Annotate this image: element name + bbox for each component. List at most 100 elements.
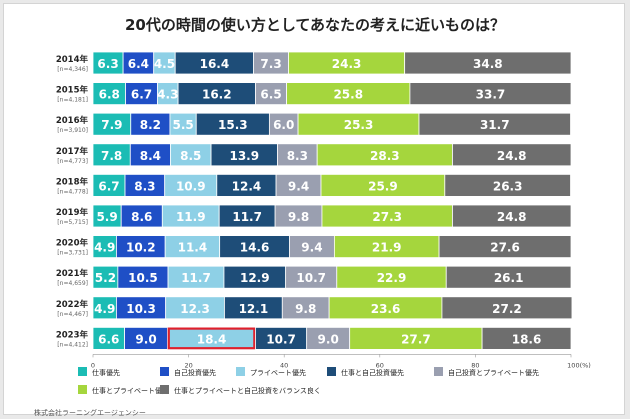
legend-label: 仕事とプライベート優先: [92, 386, 169, 395]
legend-label: プライベート優先: [250, 368, 306, 377]
data-label: 7.9: [101, 118, 122, 132]
data-label: 27.6: [490, 241, 520, 255]
x-tick-label: 60: [376, 361, 384, 369]
legend-label: 仕事とプライベートと自己投資をバランス良く: [174, 386, 321, 395]
bar-segment: [441, 296, 573, 320]
data-label: 10.3: [126, 302, 156, 316]
sample-size-label: [n=4,412]: [57, 341, 88, 348]
data-label: 15.3: [218, 118, 248, 132]
data-label: 11.7: [232, 210, 262, 224]
data-label: 6.5: [260, 88, 281, 102]
category-label: 2015年: [56, 85, 89, 96]
sample-size-label: [n=4,773]: [57, 158, 88, 165]
data-label: 7.3: [260, 57, 281, 71]
data-label: 9.4: [288, 179, 309, 193]
sample-size-label: [n=4,181]: [57, 97, 88, 104]
x-tick-label: 20: [184, 361, 192, 369]
data-label: 14.6: [240, 241, 270, 255]
data-label: 8.2: [140, 118, 161, 132]
sample-size-label: [n=5,715]: [57, 219, 88, 226]
data-label: 27.3: [372, 210, 402, 224]
x-tick-label: 80: [471, 361, 479, 369]
data-label: 26.1: [494, 271, 524, 285]
data-label: 12.4: [232, 179, 262, 193]
sample-size-label: [n=4,346]: [57, 66, 88, 73]
highlight-box: [167, 327, 256, 350]
sample-size-label: [n=4,778]: [57, 188, 88, 195]
data-label: 22.9: [377, 271, 407, 285]
stacked-bar-chart: 20代の時間の使い方としてあなたの考えに近いものは？ 2014年[n=4,346]…: [56, 16, 591, 395]
data-label: 5.5: [172, 118, 193, 132]
legend-label: 自己投資優先: [174, 368, 216, 377]
data-label: 18.6: [512, 332, 542, 346]
data-label: 33.7: [476, 88, 506, 102]
bar-segment: [444, 173, 571, 197]
data-label: 5.2: [95, 271, 116, 285]
legend-swatch: [160, 367, 169, 376]
data-label: 7.8: [101, 149, 122, 163]
data-label: 25.8: [333, 88, 363, 102]
data-label: 9.8: [288, 210, 309, 224]
data-label: 5.9: [96, 210, 117, 224]
data-label: 27.7: [401, 332, 431, 346]
data-label: 12.9: [240, 271, 270, 285]
data-label: 16.4: [200, 57, 230, 71]
data-label: 12.1: [239, 302, 269, 316]
bar-segment: [409, 82, 572, 105]
bar-segment: [452, 204, 572, 228]
data-label: 24.3: [332, 57, 362, 71]
data-label: 6.8: [99, 88, 120, 102]
data-label: 4.5: [154, 57, 175, 71]
data-label: 4.9: [94, 241, 115, 255]
data-label: 34.8: [473, 57, 503, 71]
data-label: 25.9: [368, 179, 398, 193]
legend-swatch: [78, 385, 87, 394]
data-label: 11.9: [176, 210, 206, 224]
data-label: 9.0: [135, 332, 156, 346]
data-label: 6.4: [128, 57, 149, 71]
legend-swatch: [78, 367, 87, 376]
data-label: 8.3: [287, 149, 308, 163]
data-label: 18.4: [197, 332, 227, 346]
data-label: 10.9: [176, 179, 206, 193]
category-label: 2022年: [56, 299, 89, 310]
data-label: 8.5: [180, 149, 201, 163]
data-label: 10.2: [126, 241, 156, 255]
category-label: 2023年: [56, 329, 89, 340]
data-label: 6.7: [131, 88, 152, 102]
data-label: 12.3: [180, 302, 210, 316]
bar-segment: [418, 112, 571, 136]
data-label: 4.3: [157, 88, 178, 102]
data-label: 4.9: [94, 302, 115, 316]
data-label: 25.3: [344, 118, 374, 132]
data-label: 6.0: [273, 118, 294, 132]
category-label: 2016年: [56, 115, 89, 126]
data-label: 11.4: [178, 241, 208, 255]
legend-swatch: [327, 367, 336, 376]
bar-segment: [438, 235, 572, 259]
legend-label: 自己投資とプライベート優先: [448, 368, 539, 377]
data-label: 16.2: [202, 88, 232, 102]
data-label: 8.4: [140, 149, 161, 163]
data-label: 24.8: [497, 210, 527, 224]
legend-swatch: [236, 367, 245, 376]
sample-size-label: [n=3,731]: [57, 250, 88, 257]
data-label: 24.8: [497, 149, 527, 163]
data-label: 28.3: [370, 149, 400, 163]
footer-credit: 株式会社ラーニングエージェンシー: [34, 409, 146, 417]
category-label: 2017年: [56, 146, 89, 157]
bar-segment: [445, 265, 572, 289]
x-tick-label: 0: [91, 361, 95, 369]
category-label: 2021年: [56, 268, 89, 279]
category-label: 2019年: [56, 207, 89, 218]
data-label: 6.7: [98, 179, 119, 193]
data-label: 9.4: [301, 241, 322, 255]
data-label: 10.5: [128, 271, 158, 285]
category-label: 2020年: [56, 238, 89, 249]
legend-label: 仕事優先: [92, 368, 120, 377]
category-label: 2014年: [56, 54, 89, 65]
legend-swatch: [160, 385, 169, 394]
data-label: 9.0: [318, 332, 339, 346]
data-label: 11.7: [181, 271, 211, 285]
data-label: 21.9: [372, 241, 402, 255]
